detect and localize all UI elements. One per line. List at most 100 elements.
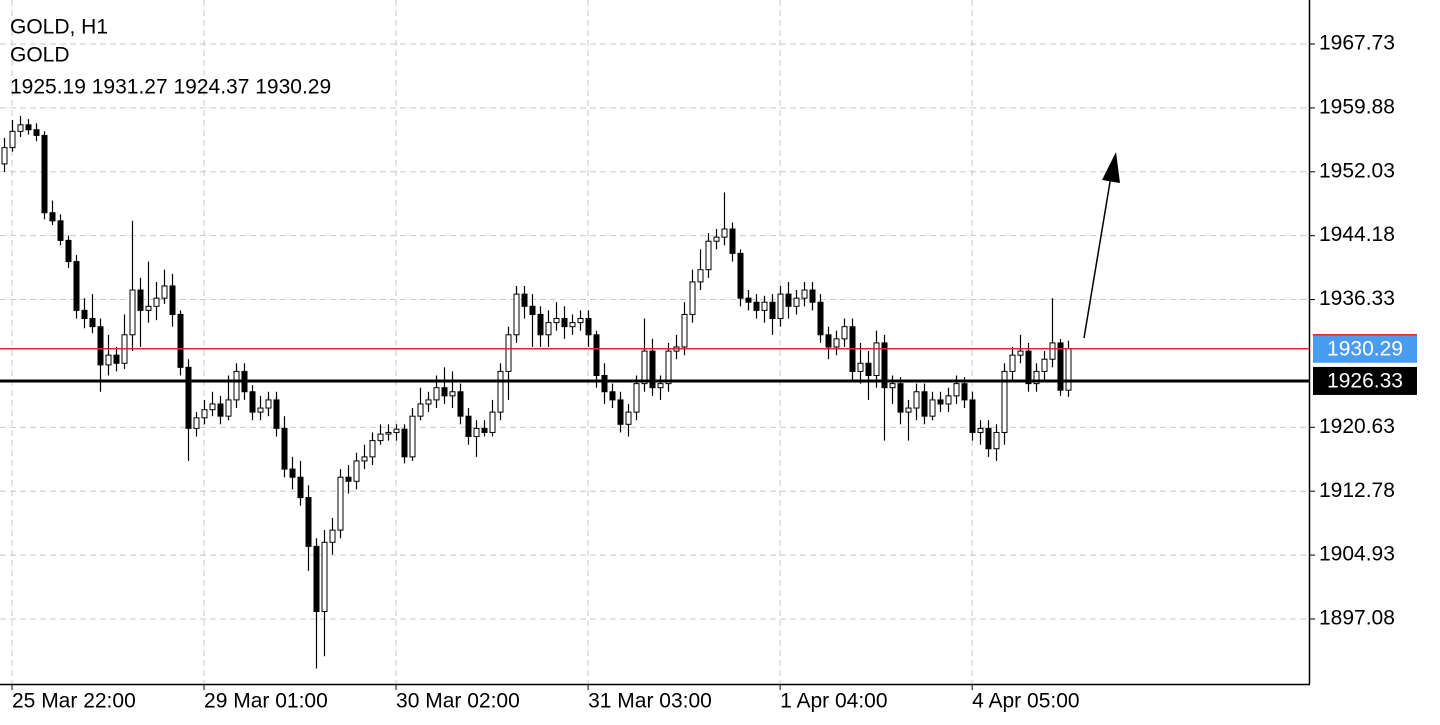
candle-body [353, 460, 360, 482]
chart-subtitle: GOLD [10, 44, 70, 67]
x-tick-label: 30 Mar 02:00 [396, 690, 520, 713]
candle-body [833, 338, 840, 348]
candle-body [153, 297, 160, 307]
candle-body [793, 297, 800, 307]
candle-body [753, 301, 760, 311]
candle-body [113, 354, 120, 364]
candle-body [937, 399, 944, 405]
x-tick-label: 29 Mar 01:00 [204, 690, 328, 713]
candle-body [921, 391, 928, 417]
candle-body [177, 313, 184, 368]
candle-body [897, 383, 904, 413]
candle-body [129, 289, 136, 336]
candle-body [761, 301, 768, 311]
y-tick-label: 1967.73 [1319, 32, 1395, 55]
candle-body [545, 322, 552, 336]
candle-body [689, 281, 696, 315]
candle-body [1033, 370, 1040, 385]
candle-body [625, 411, 632, 425]
candle-body [345, 476, 352, 482]
candle-body [817, 301, 824, 336]
candle-body [57, 220, 64, 241]
candle-body [649, 350, 656, 389]
candle-body [25, 124, 32, 131]
candle-body [601, 374, 608, 393]
candle-body [305, 497, 312, 547]
y-tick-label: 1944.18 [1319, 223, 1395, 246]
candle-body [1049, 342, 1056, 360]
candle-body [281, 427, 288, 470]
candle-body [769, 301, 776, 320]
candle-body [585, 318, 592, 336]
y-tick-label: 1904.93 [1319, 543, 1395, 566]
candle-body [33, 129, 40, 136]
candle-body [985, 427, 992, 450]
candle-body [257, 407, 264, 413]
candle-body [953, 383, 960, 397]
x-tick-label: 4 Apr 05:00 [972, 690, 1079, 713]
candle-body [841, 326, 848, 340]
y-tick-label: 1936.33 [1319, 287, 1395, 310]
candle-body [17, 124, 24, 132]
candle-body [401, 428, 408, 458]
candle-body [209, 403, 216, 411]
candle-body [969, 399, 976, 433]
candle-body [105, 354, 112, 366]
candle-body [217, 403, 224, 417]
candle-body [825, 334, 832, 348]
candle-body [697, 269, 704, 283]
candle-body [409, 415, 416, 458]
x-tick-label: 31 Mar 03:00 [588, 690, 712, 713]
candle-body [945, 395, 952, 405]
candle-body [681, 313, 688, 348]
candle-body [977, 427, 984, 433]
candle-body [1001, 370, 1008, 433]
candle-body [617, 399, 624, 425]
candle-body [337, 476, 344, 531]
candle-body [913, 391, 920, 409]
hline-price-label: 1926.33 [1327, 369, 1403, 392]
candle-body [865, 362, 872, 376]
candle-body [881, 342, 888, 389]
candle-body [313, 545, 320, 612]
candle-body [417, 403, 424, 417]
candle-body [809, 289, 816, 303]
candle-body [465, 415, 472, 438]
candle-body [737, 252, 744, 299]
candle-body [193, 417, 200, 429]
candle-body [49, 212, 56, 222]
grid-layer [0, 0, 1309, 684]
candle-body [161, 285, 168, 299]
candle-body [665, 350, 672, 385]
candle-body [81, 309, 88, 320]
candle-body [225, 399, 232, 417]
candle-body [9, 130, 16, 149]
candle-body [745, 297, 752, 303]
candle-body [777, 293, 784, 320]
y-tick-label: 1959.88 [1319, 95, 1395, 118]
candle-body [993, 431, 1000, 450]
candle-body [1009, 354, 1016, 372]
candle-body [1065, 348, 1072, 391]
x-tick-label: 1 Apr 04:00 [780, 690, 887, 713]
candle-body [529, 305, 536, 315]
candle-body [73, 261, 80, 311]
candle-body [329, 529, 336, 543]
candle-body [633, 383, 640, 413]
bid-price-label: 1930.29 [1327, 337, 1403, 360]
arrow-head [1102, 152, 1120, 183]
candle-body [361, 456, 368, 462]
candle-body [553, 318, 560, 324]
candle-body [561, 318, 568, 328]
bid-price-box [1313, 334, 1417, 363]
arrow-shaft [1083, 169, 1113, 339]
candle-body [1041, 358, 1048, 372]
ohlc-label: 1925.19 1931.27 1924.37 1930.29 [10, 76, 331, 99]
hline-price-box [1313, 366, 1417, 395]
candle-body [65, 239, 72, 263]
candle-body [537, 313, 544, 336]
candle-body [873, 342, 880, 376]
candle-body [641, 350, 648, 385]
candle-body [425, 399, 432, 405]
